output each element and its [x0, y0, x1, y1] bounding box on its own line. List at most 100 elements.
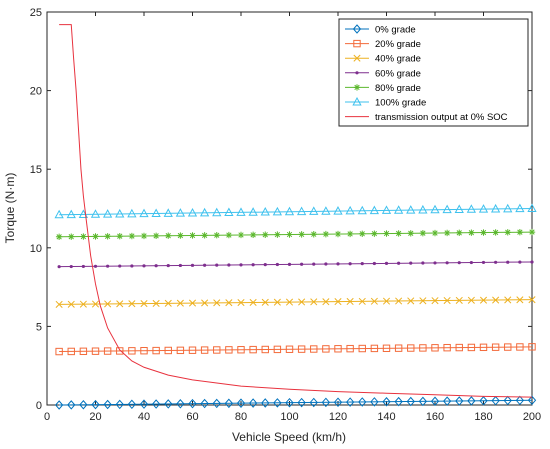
- data-point: [285, 397, 294, 408]
- data-point: [467, 396, 476, 406]
- data-point: [55, 233, 63, 240]
- y-tick-label: 10: [30, 243, 42, 255]
- data-point: [516, 343, 524, 351]
- data-point: [298, 298, 306, 306]
- data-point: [284, 206, 295, 216]
- data-point: [104, 300, 112, 308]
- data-point: [248, 398, 258, 408]
- data-point: [443, 229, 451, 237]
- data-point: [431, 344, 439, 352]
- data-point: [530, 260, 534, 264]
- legend: 0% grade 20% grade 40% grade 60% grade 80% g…: [338, 18, 529, 127]
- data-point: [504, 296, 512, 304]
- data-point: [494, 260, 498, 264]
- data-point: [285, 298, 294, 306]
- data-point: [275, 262, 279, 267]
- data-point: [490, 203, 501, 213]
- data-point: [321, 206, 331, 215]
- data-point: [249, 231, 257, 239]
- data-point: [309, 397, 318, 408]
- data-point: [175, 208, 186, 217]
- data-point: [479, 296, 488, 304]
- data-point: [333, 206, 343, 215]
- data-point: [353, 54, 361, 62]
- data-point: [466, 204, 477, 213]
- data-point: [394, 344, 403, 352]
- data-point: [310, 298, 318, 306]
- data-point: [54, 209, 64, 219]
- data-point: [322, 298, 330, 306]
- data-point: [346, 230, 354, 238]
- data-point: [79, 300, 87, 308]
- data-point: [200, 398, 209, 409]
- data-point: [152, 299, 160, 307]
- series-6: [59, 24, 533, 398]
- data-point: [397, 261, 401, 265]
- data-point: [201, 232, 208, 239]
- data-point: [321, 397, 331, 408]
- data-point: [251, 263, 255, 267]
- data-point: [249, 298, 257, 307]
- data-point: [203, 263, 207, 267]
- data-point: [103, 399, 112, 410]
- legend-entry: 20% grade: [345, 39, 421, 50]
- data-point: [479, 396, 488, 406]
- data-point: [104, 233, 111, 240]
- data-point: [81, 264, 85, 269]
- series-line: [59, 261, 533, 268]
- data-point: [346, 344, 354, 353]
- data-point: [407, 230, 414, 237]
- data-point: [116, 300, 124, 308]
- data-point: [55, 300, 63, 308]
- data-point: [431, 297, 439, 305]
- y-tick-label: 15: [30, 164, 42, 176]
- data-point: [225, 346, 233, 354]
- data-point: [178, 263, 182, 268]
- data-point: [455, 396, 464, 406]
- data-point: [212, 207, 222, 217]
- legend-label: 40% grade: [375, 54, 421, 65]
- data-point: [456, 229, 463, 237]
- data-point: [358, 344, 366, 353]
- data-point: [445, 261, 449, 265]
- data-point: [345, 397, 355, 407]
- data-point: [142, 264, 146, 268]
- series-line: [59, 399, 533, 406]
- data-point: [309, 206, 319, 215]
- data-point: [93, 264, 98, 268]
- data-point: [481, 260, 486, 265]
- data-point: [287, 262, 292, 266]
- data-point: [370, 297, 378, 305]
- data-point: [369, 205, 380, 215]
- data-point: [296, 206, 307, 216]
- legend-label: 0% grade: [375, 25, 416, 36]
- series-line: [59, 346, 533, 353]
- data-point: [469, 260, 473, 265]
- data-point: [383, 230, 390, 237]
- data-point: [213, 299, 221, 307]
- data-point: [200, 346, 209, 354]
- data-point: [66, 209, 76, 219]
- series-line: [59, 24, 533, 398]
- data-point: [382, 344, 391, 352]
- data-point: [419, 229, 427, 237]
- data-point: [164, 299, 172, 307]
- data-point: [140, 232, 148, 240]
- data-point: [457, 261, 461, 265]
- data-point: [236, 207, 246, 216]
- data-point: [358, 397, 367, 407]
- data-point: [359, 230, 366, 237]
- y-tick-label: 5: [36, 321, 42, 333]
- data-point: [67, 300, 75, 308]
- x-tick-label: 40: [138, 411, 150, 423]
- data-point: [130, 264, 134, 268]
- series-3: [57, 260, 534, 269]
- data-point: [176, 346, 185, 355]
- data-point: [442, 396, 452, 406]
- data-point: [236, 398, 246, 408]
- data-point: [237, 346, 245, 354]
- data-point: [128, 232, 136, 240]
- data-point: [419, 344, 427, 352]
- data-point: [406, 396, 415, 407]
